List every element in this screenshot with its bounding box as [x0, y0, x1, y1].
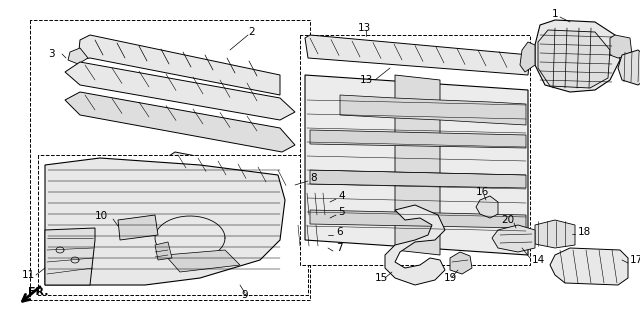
Text: 19: 19 [444, 273, 457, 283]
Text: 9: 9 [242, 290, 248, 300]
Polygon shape [305, 190, 335, 218]
Polygon shape [450, 252, 472, 274]
Polygon shape [160, 152, 310, 198]
Polygon shape [610, 35, 632, 58]
Text: 12: 12 [0, 316, 1, 317]
Polygon shape [492, 225, 535, 252]
Polygon shape [618, 50, 640, 85]
Text: FR.: FR. [28, 287, 49, 297]
Polygon shape [65, 62, 295, 120]
Text: 20: 20 [501, 215, 515, 225]
Text: 4: 4 [338, 191, 344, 201]
Polygon shape [300, 35, 530, 265]
Polygon shape [310, 170, 526, 188]
Polygon shape [305, 75, 528, 255]
Polygon shape [535, 20, 620, 92]
Text: 3: 3 [48, 49, 54, 59]
Polygon shape [535, 220, 575, 248]
Polygon shape [155, 242, 172, 260]
Polygon shape [118, 215, 158, 240]
Text: 1: 1 [552, 9, 558, 19]
Polygon shape [295, 222, 332, 248]
Text: 8: 8 [310, 173, 317, 183]
Polygon shape [45, 228, 95, 285]
Polygon shape [385, 205, 445, 285]
Polygon shape [550, 248, 628, 285]
Text: 15: 15 [375, 273, 388, 283]
Text: 7: 7 [336, 243, 342, 253]
Text: 14: 14 [532, 255, 545, 265]
Polygon shape [65, 92, 295, 152]
Polygon shape [305, 35, 530, 75]
Text: 2: 2 [248, 27, 255, 37]
Polygon shape [165, 250, 240, 272]
Polygon shape [78, 35, 280, 95]
Text: 16: 16 [476, 187, 488, 197]
Polygon shape [395, 75, 440, 255]
Polygon shape [310, 130, 526, 148]
Polygon shape [310, 210, 526, 228]
Text: 11: 11 [22, 270, 35, 280]
Polygon shape [68, 48, 88, 64]
Text: 13: 13 [360, 75, 373, 85]
Polygon shape [538, 30, 610, 88]
Text: 18: 18 [578, 227, 591, 237]
Text: 13: 13 [358, 23, 371, 33]
Text: 17: 17 [630, 255, 640, 265]
Polygon shape [45, 158, 285, 285]
Polygon shape [340, 95, 526, 125]
Text: 5: 5 [338, 207, 344, 217]
Polygon shape [520, 42, 535, 72]
Polygon shape [30, 20, 310, 300]
Polygon shape [476, 196, 498, 218]
Text: 6: 6 [336, 227, 342, 237]
Polygon shape [38, 155, 308, 295]
Text: 10: 10 [95, 211, 108, 221]
